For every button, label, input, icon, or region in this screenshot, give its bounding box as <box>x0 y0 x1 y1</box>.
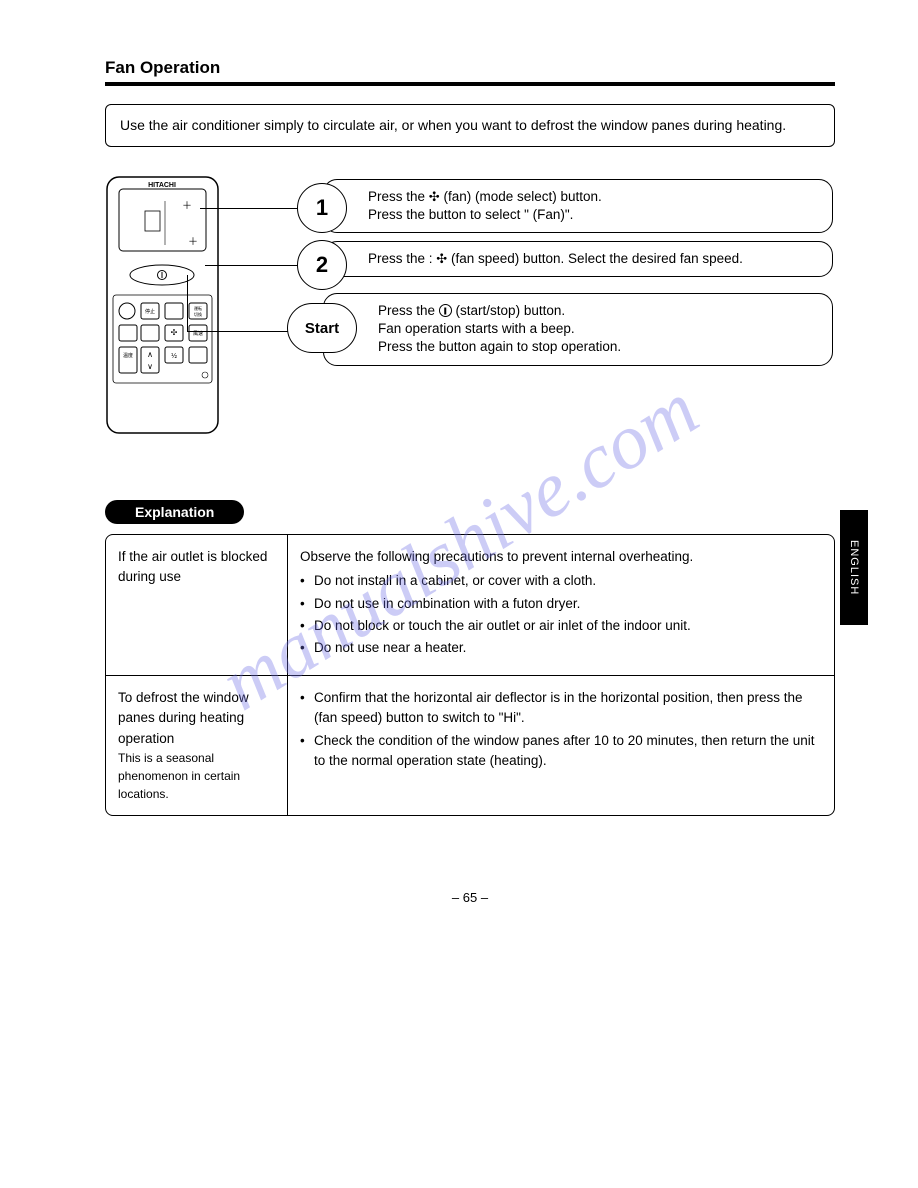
step-start-box: Press the (start/stop) button. Fan opera… <box>323 293 833 366</box>
fan-icon: ✣ <box>429 189 440 204</box>
step-2-number: 2 <box>316 252 328 278</box>
intro-text: Use the air conditioner simply to circul… <box>120 117 786 133</box>
svg-text:✣: ✣ <box>171 328 178 337</box>
explanation-pill: Explanation <box>105 500 244 524</box>
remote-control-illustration: HITACHI ＋ ＋ 停止 運転 切換 ✣ 風速 <box>105 175 220 435</box>
row2-right: Confirm that the horizontal air deflecto… <box>288 676 834 815</box>
fan-speed-icon: ✣ <box>436 251 447 266</box>
step-2-bubble: 2 <box>297 240 347 290</box>
intro-box: Use the air conditioner simply to circul… <box>105 104 835 147</box>
remote-brand: HITACHI <box>148 182 176 189</box>
page-number: – 65 – <box>105 890 835 905</box>
step-3-iconlabel: (start/stop) <box>456 303 521 318</box>
list-item: Check the condition of the window panes … <box>300 731 822 772</box>
remote-and-steps: HITACHI ＋ ＋ 停止 運転 切換 ✣ 風速 <box>105 175 835 445</box>
row1-right: Observe the following precautions to pre… <box>288 535 834 675</box>
step-2-box: Press the : ✣ (fan speed) button. Select… <box>323 241 833 277</box>
svg-text:＋: ＋ <box>188 237 198 248</box>
step-2-pretext: Press the : <box>368 251 436 266</box>
row1-left: If the air outlet is blocked during use <box>106 535 288 675</box>
step-2-iconlabel: (fan speed) <box>451 251 519 266</box>
svg-text:∧: ∧ <box>147 350 153 359</box>
svg-text:＋: ＋ <box>182 201 192 212</box>
svg-text:停止: 停止 <box>145 308 155 315</box>
list-item: Do not use near a heater. <box>300 638 822 658</box>
language-tab: ENGLISH <box>840 510 868 625</box>
step-1-box: Press the ✣ (fan) (mode select) button. … <box>323 179 833 233</box>
row2-left: To defrost the window panes during heati… <box>106 676 288 815</box>
step-1-line2: Press the button to select " (Fan)". <box>368 207 573 222</box>
list-item: Do not block or touch the air outlet or … <box>300 616 822 636</box>
leader-line-3v <box>187 275 188 331</box>
step-1-bubble: 1 <box>297 183 347 233</box>
step-start-bubble: Start <box>287 303 357 353</box>
step-3-line2: Fan operation starts with a beep. <box>378 321 575 336</box>
row1-right-intro: Observe the following precautions to pre… <box>300 547 822 567</box>
step-1-posttext: button. <box>561 189 602 204</box>
explanation-table: If the air outlet is blocked during use … <box>105 534 835 816</box>
svg-text:½: ½ <box>171 352 177 360</box>
step-2-posttext: button. Select the desired fan speed. <box>523 251 743 266</box>
step-3-line3: Press the button again to stop operation… <box>378 339 621 354</box>
list-item: Confirm that the horizontal air deflecto… <box>300 688 822 729</box>
power-icon <box>439 304 452 317</box>
heading-fan-operation: Fan Operation <box>105 58 835 78</box>
table-row: To defrost the window panes during heati… <box>106 675 834 815</box>
step-start-label: Start <box>305 320 339 337</box>
svg-text:温度: 温度 <box>123 352 133 359</box>
table-row: If the air outlet is blocked during use … <box>106 535 834 675</box>
step-3-posttext: button. <box>524 303 565 318</box>
svg-text:運転: 運転 <box>194 305 202 311</box>
row2-left-note: This is a seasonal phenomenon in certain… <box>118 749 275 803</box>
heading-rule <box>105 82 835 86</box>
list-item: Do not install in a cabinet, or cover wi… <box>300 571 822 591</box>
step-1-iconlabel: (fan) (mode select) <box>443 189 556 204</box>
page-content: Fan Operation Use the air conditioner si… <box>105 58 835 816</box>
step-1-pretext: Press the <box>368 189 429 204</box>
svg-text:∨: ∨ <box>147 362 153 371</box>
step-1-number: 1 <box>316 195 328 221</box>
row2-left-text: To defrost the window panes during heati… <box>118 688 275 749</box>
svg-text:切換: 切換 <box>194 311 202 317</box>
list-item: Do not use in combination with a futon d… <box>300 594 822 614</box>
step-3-pretext: Press the <box>378 303 439 318</box>
row1-left-text: If the air outlet is blocked during use <box>118 547 275 588</box>
